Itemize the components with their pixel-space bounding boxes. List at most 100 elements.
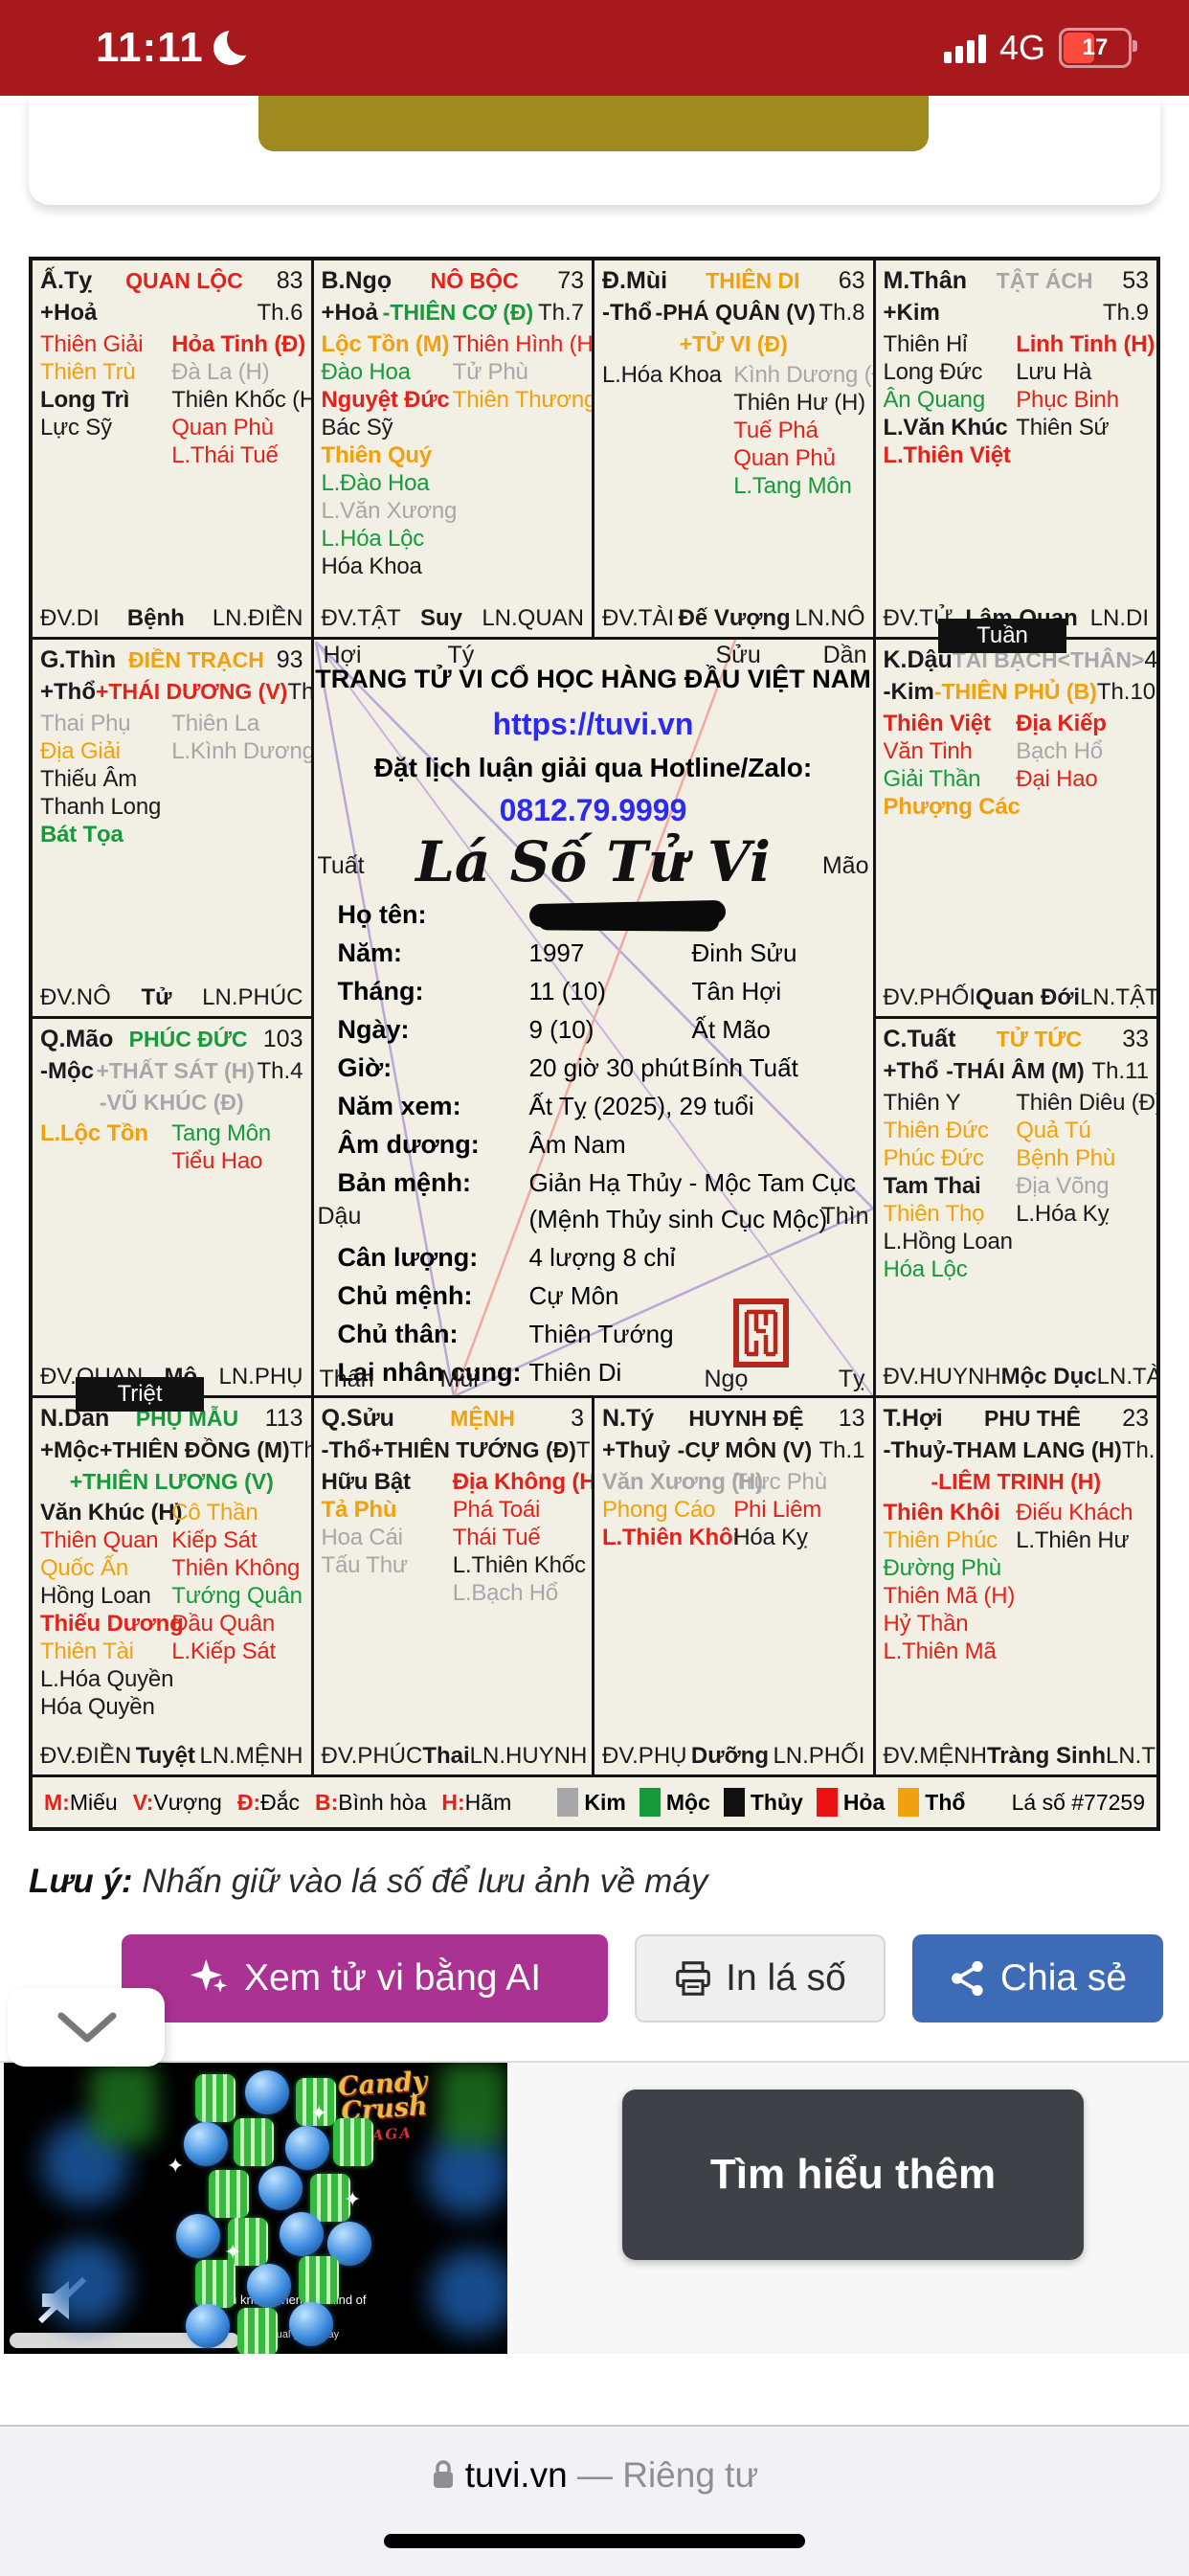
ad-banner[interactable]: Candy Crush SAGA You know when you kind … bbox=[0, 2063, 1189, 2354]
print-label: In lá số bbox=[726, 1957, 846, 1999]
legend-grade: H:Hãm bbox=[441, 1790, 511, 1816]
address-bar[interactable]: tuvi.vn — Riêng tư bbox=[0, 2455, 1189, 2496]
daivan-label: ĐV.ĐIỀN bbox=[40, 1743, 132, 1769]
star-column-right: Địa Không (H) Phá Toái Thái Tuế L.Thiên Khố… bbox=[452, 1468, 594, 1607]
view-with-ai-button[interactable]: Xem tử vi bằng AI bbox=[122, 1934, 608, 2022]
star-label: Địa Không (H) bbox=[452, 1469, 594, 1495]
branch-corner-label: Dậu bbox=[317, 1203, 362, 1230]
star-label: Thiên Khốc (H) bbox=[171, 387, 314, 413]
minor-stars: Văn Xương (H) Phong Cáo L.Thiên Khôi Trực P… bbox=[602, 1468, 865, 1551]
star-label: L.Thiên Khôi bbox=[602, 1525, 739, 1550]
cell-header: T.Hợi PHU THÊ 23 bbox=[884, 1403, 1150, 1435]
gold-action-button-partial[interactable] bbox=[258, 96, 929, 151]
ad-cta-button[interactable]: Tìm hiểu thêm bbox=[622, 2090, 1084, 2260]
star-label: Lộc Tồn (M) bbox=[321, 331, 450, 357]
branch-corner-label: Mão bbox=[821, 852, 869, 879]
note-text: Nhấn giữ vào lá số để lưu ảnh về máy bbox=[132, 1863, 708, 1900]
birth-info-row: Họ tên: bbox=[314, 899, 873, 938]
luunien-label: LN.MỆNH bbox=[199, 1743, 303, 1769]
print-button[interactable]: In lá số bbox=[635, 1934, 886, 2022]
star-label: Bác Sỹ bbox=[321, 415, 393, 441]
element-name: Kim bbox=[584, 1789, 626, 1815]
grade-name: Bình hòa bbox=[338, 1789, 427, 1815]
legend-element: Mộc bbox=[639, 1788, 710, 1817]
share-button[interactable]: Chia sẻ bbox=[912, 1934, 1163, 2022]
branch-corner-label: Tuất bbox=[317, 852, 365, 879]
star-label: Kiếp Sát bbox=[171, 1527, 258, 1553]
star-column-right: Thiên Diêu (Đ) Quả Tú Bệnh Phù Địa Võng L.Hó… bbox=[1016, 1089, 1156, 1283]
info-label: Bản mệnh: bbox=[337, 1168, 472, 1197]
palace-cell-mao: Q.Mão PHÚC ĐỨC 103 -Mộc +THẤT SÁT (H) Th.4 -VŨ… bbox=[33, 1019, 314, 1398]
branch-corner-label: Hợi bbox=[323, 642, 362, 668]
branch-label: T.Hợi bbox=[883, 1405, 943, 1432]
ad-video-player[interactable]: Candy Crush SAGA You know when you kind … bbox=[4, 2063, 507, 2354]
grade-key: Đ: bbox=[236, 1789, 261, 1815]
element-name: Thổ bbox=[925, 1789, 966, 1815]
luunien-label: LN.NÔ bbox=[795, 605, 865, 631]
info-label: Năm: bbox=[337, 938, 403, 967]
element-label: +Hoả bbox=[321, 300, 378, 326]
cell-footer: ĐV.ĐIỀN Tuyệt LN.MỆNH bbox=[40, 1743, 303, 1770]
star-label: L.Hóa Lộc bbox=[321, 526, 425, 552]
th-label: Th.7 bbox=[537, 300, 584, 326]
collapse-ad-tab[interactable] bbox=[8, 1988, 165, 2067]
element-color-swatch bbox=[639, 1788, 661, 1817]
star-label: Lực Sỹ bbox=[40, 415, 112, 441]
cell-header: Ấ.Tỵ QUAN LỘC 83 bbox=[40, 265, 303, 297]
main-star: +THẤT SÁT (H) bbox=[96, 1058, 255, 1083]
star-column-left: Thiên Việt Văn Tinh Giải Thần Phượng Các bbox=[883, 710, 1021, 821]
main-star: +THIÊN LƯƠNG (V) bbox=[69, 1469, 274, 1494]
candy-blur bbox=[42, 2240, 128, 2326]
candy-green bbox=[333, 2118, 373, 2166]
star-label: L.Thái Tuế bbox=[171, 442, 279, 468]
star-label: Nguyệt Đức bbox=[321, 387, 450, 413]
star-column-right: Hỏa Tinh (Đ) Đà La (H) Thiên Khốc (H) Quan … bbox=[171, 330, 314, 469]
star-column-right: Điếu Khách L.Thiên Hư bbox=[1016, 1499, 1149, 1665]
home-indicator[interactable] bbox=[384, 2534, 805, 2548]
element-label: +Thổ bbox=[40, 679, 96, 705]
sparkle-icon bbox=[190, 1958, 228, 1993]
moon-focus-icon bbox=[213, 23, 259, 65]
legend-grade: B:Bình hòa bbox=[315, 1790, 426, 1816]
info-value-2: Đinh Sửu bbox=[691, 938, 797, 967]
star-label: Phá Toái bbox=[452, 1497, 541, 1523]
element-label: +Mộc bbox=[40, 1437, 101, 1463]
star-label: Thiếu Dương bbox=[40, 1611, 184, 1637]
lifecycle-label: Tử bbox=[141, 984, 172, 1010]
star-label: Tang Môn bbox=[171, 1120, 272, 1146]
lifecycle-label: Quan Đới bbox=[975, 984, 1081, 1010]
candy-green bbox=[209, 2170, 249, 2218]
star-label: Thiên La bbox=[171, 711, 260, 736]
star-column-right: Trực Phù Phi Liêm Hóa Kỵ bbox=[733, 1468, 864, 1551]
tuvi-chart[interactable]: Ấ.Tỵ QUAN LỘC 83 +Hoả Th.6 Thiên Giải Thiên Tr… bbox=[29, 257, 1160, 1831]
info-label: Chủ mệnh: bbox=[337, 1281, 473, 1310]
star-column-left: Văn Xương (H) Phong Cáo L.Thiên Khôi bbox=[602, 1468, 763, 1551]
star-label: Lưu Hà bbox=[1016, 359, 1092, 385]
cell-subheader: -Thuỷ-THAM LANG (H)Th.12 bbox=[884, 1435, 1157, 1466]
minor-stars: Thai Phụ Địa Giải Thiếu Âm Thanh Long Bát Tọ… bbox=[40, 710, 311, 848]
element-name: Thủy bbox=[750, 1789, 803, 1815]
star-label: Thiên Việt bbox=[883, 711, 991, 736]
minor-stars: Văn Khúc (H) Thiên Quan Quốc Ấn Hồng Loan Th… bbox=[40, 1499, 303, 1721]
chevron-down-icon bbox=[57, 2012, 117, 2043]
star-label: Địa Giải bbox=[40, 738, 121, 764]
star-column-left: Lộc Tồn (M) Đào Hoa Nguyệt Đức Bác Sỹ Thiên … bbox=[321, 330, 458, 580]
star-label: Hỏa Tinh (Đ) bbox=[171, 331, 306, 357]
minor-stars: L.Hóa Khoa Kình Dương (Đ)Thiên Hư (H)Tuế … bbox=[602, 361, 873, 500]
palace-cell-mui: Đ.Mùi THIÊN DI 63 -Thổ -PHÁ QUÂN (V) Th.8 +TỬ … bbox=[594, 260, 876, 640]
main-star: -THIÊN CƠ (Đ) bbox=[382, 300, 534, 325]
chart-legend: M:Miếu V:Vượng Đ:Đắc B:Bình hòa H:Hãm Kim Mộc… bbox=[33, 1777, 1156, 1827]
palace-score: 83 bbox=[276, 267, 303, 294]
star-label: Văn Tinh bbox=[883, 738, 973, 764]
battery-percentage: 17 bbox=[1082, 34, 1109, 60]
star-column-left: Thiên Khôi Thiên Phúc Đường Phù Thiên Mã (H… bbox=[884, 1499, 1017, 1665]
hotline-phone[interactable]: 0812.79.9999 bbox=[499, 793, 687, 827]
grade-key: M: bbox=[44, 1789, 70, 1815]
lifecycle-label: Tuyệt bbox=[135, 1743, 195, 1769]
cell-subheader: +Thuỷ -CỰ MÔN (V) Th.1 bbox=[602, 1435, 865, 1466]
site-url[interactable]: https://tuvi.vn bbox=[492, 707, 694, 741]
palace-score: 33 bbox=[1122, 1026, 1149, 1052]
main-star: -PHÁ QUÂN (V) bbox=[655, 300, 816, 325]
palace-cell-tuat: C.Tuất TỬ TỨC 33 +Thổ -THÁI ÂM (M) Th.11 Thiên… bbox=[875, 1019, 1156, 1398]
luunien-label: LN.TẬT bbox=[1080, 984, 1156, 1010]
